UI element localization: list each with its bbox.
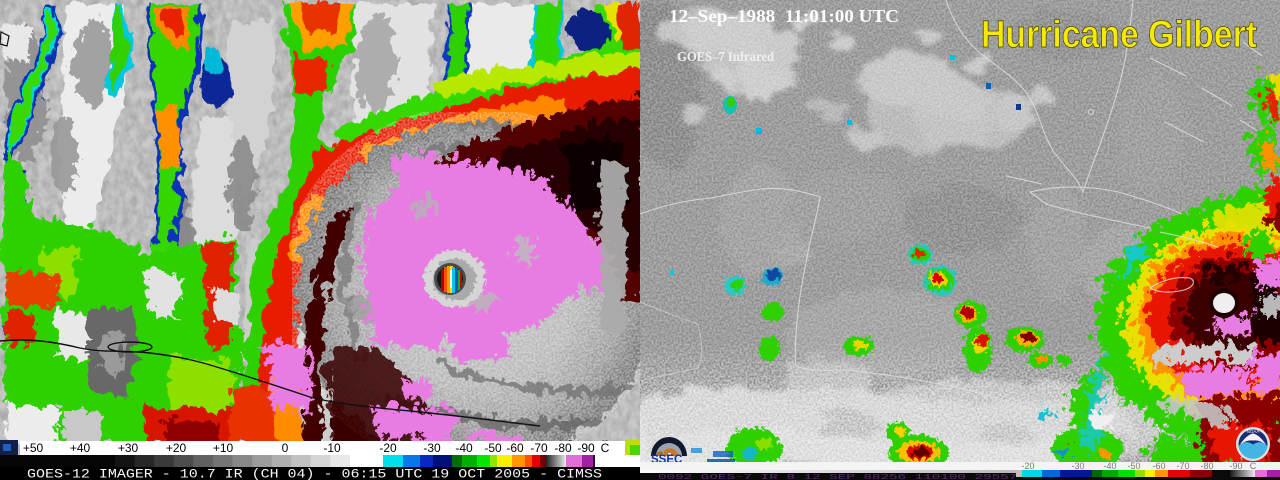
svg-text:-20: -20 [379,441,397,455]
svg-text:-60: -60 [506,441,524,455]
svg-text:-80: -80 [554,441,572,455]
svg-text:GOES–7 Infrared: GOES–7 Infrared [677,50,774,65]
svg-text:-30: -30 [423,441,441,455]
svg-text:0: 0 [282,441,289,455]
svg-text:-40: -40 [455,441,473,455]
svg-text:-20: -20 [1021,461,1034,471]
svg-text:C: C [1250,461,1257,471]
svg-text:-10: -10 [323,441,341,455]
svg-text:-70: -70 [1176,461,1189,471]
svg-text:+10: +10 [213,441,234,455]
svg-text:-60: -60 [1152,461,1165,471]
svg-text:C: C [601,441,610,455]
svg-text:+40: +40 [70,441,91,455]
svg-text:NOAA: NOAA [1247,429,1260,434]
svg-text:0092 GOES-7 IR 8 12 SEP 882: 0092 GOES-7 IR 8 12 SEP 88256 110100 295… [658,474,1121,480]
svg-text:+20: +20 [166,441,187,455]
svg-text:+30: +30 [118,441,139,455]
svg-text:+50: +50 [23,441,44,455]
svg-text:-80: -80 [1200,461,1213,471]
svg-text:-40: -40 [1103,461,1116,471]
svg-text:-90: -90 [577,441,595,455]
svg-text:-50: -50 [484,441,502,455]
svg-text:GOES-12 IMAGER - 10.7 IR (CH 0: GOES-12 IMAGER - 10.7 IR (CH 04) - 06:15… [27,467,602,480]
svg-text:-50: -50 [1127,461,1140,471]
svg-text:-30: -30 [1071,461,1084,471]
svg-text:-90: -90 [1229,461,1242,471]
svg-text:Hurricane Gilbert: Hurricane Gilbert [981,14,1257,56]
svg-text:-70: -70 [530,441,548,455]
svg-text:12–Sep–1988 11:01:00 UTC: 12–Sep–1988 11:01:00 UTC [669,6,899,26]
